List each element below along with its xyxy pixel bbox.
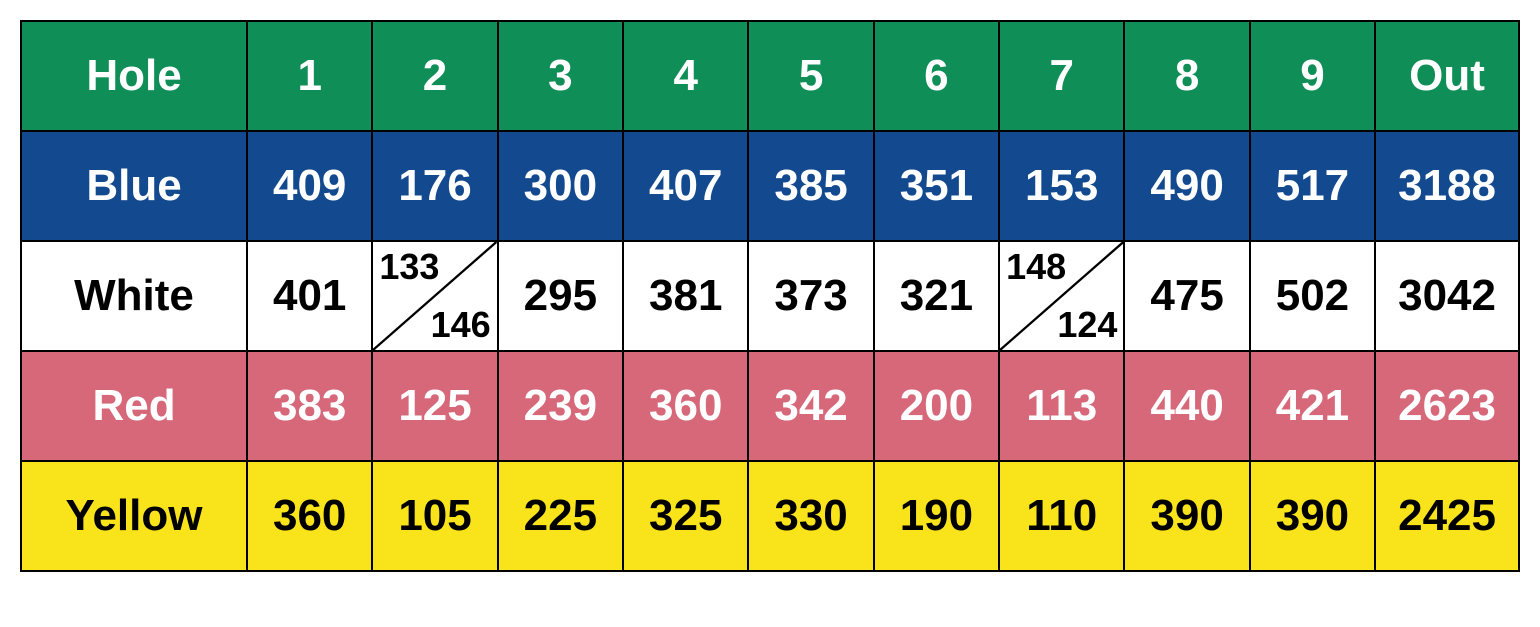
blue-row: Blue 409 176 300 407 385 351 153 490 517…: [21, 131, 1519, 241]
red-hole-4: 360: [623, 351, 748, 461]
yellow-hole-8: 390: [1124, 461, 1249, 571]
blue-hole-8: 490: [1124, 131, 1249, 241]
blue-label: Blue: [21, 131, 247, 241]
header-out: Out: [1375, 21, 1519, 131]
red-hole-3: 239: [498, 351, 623, 461]
yellow-hole-3: 225: [498, 461, 623, 571]
white-hole-9: 502: [1250, 241, 1375, 351]
blue-hole-7: 153: [999, 131, 1124, 241]
white-hole-2-top: 133: [379, 246, 439, 288]
red-row: Red 383 125 239 360 342 200 113 440 421 …: [21, 351, 1519, 461]
red-hole-5: 342: [748, 351, 873, 461]
yellow-hole-6: 190: [874, 461, 999, 571]
white-hole-7-top: 148: [1006, 246, 1066, 288]
yellow-hole-5: 330: [748, 461, 873, 571]
yellow-label: Yellow: [21, 461, 247, 571]
header-row: Hole 1 2 3 4 5 6 7 8 9 Out: [21, 21, 1519, 131]
white-hole-8: 475: [1124, 241, 1249, 351]
white-out: 3042: [1375, 241, 1519, 351]
yellow-hole-9: 390: [1250, 461, 1375, 571]
red-hole-1: 383: [247, 351, 372, 461]
blue-out: 3188: [1375, 131, 1519, 241]
white-row: White 401 133 146 295 381 373 321 148 12…: [21, 241, 1519, 351]
white-hole-2-split: 133 146: [372, 241, 497, 351]
blue-hole-3: 300: [498, 131, 623, 241]
white-hole-2-bottom: 146: [431, 304, 491, 346]
white-hole-4: 381: [623, 241, 748, 351]
white-hole-3: 295: [498, 241, 623, 351]
blue-hole-1: 409: [247, 131, 372, 241]
white-hole-7-bottom: 124: [1057, 304, 1117, 346]
red-hole-6: 200: [874, 351, 999, 461]
yellow-hole-1: 360: [247, 461, 372, 571]
red-hole-2: 125: [372, 351, 497, 461]
header-hole-7: 7: [999, 21, 1124, 131]
red-out: 2623: [1375, 351, 1519, 461]
blue-hole-9: 517: [1250, 131, 1375, 241]
white-hole-1: 401: [247, 241, 372, 351]
blue-hole-6: 351: [874, 131, 999, 241]
blue-hole-5: 385: [748, 131, 873, 241]
header-hole-6: 6: [874, 21, 999, 131]
header-hole-9: 9: [1250, 21, 1375, 131]
red-hole-9: 421: [1250, 351, 1375, 461]
red-label: Red: [21, 351, 247, 461]
yellow-row: Yellow 360 105 225 325 330 190 110 390 3…: [21, 461, 1519, 571]
red-hole-7: 113: [999, 351, 1124, 461]
white-hole-6: 321: [874, 241, 999, 351]
yellow-hole-2: 105: [372, 461, 497, 571]
header-label: Hole: [21, 21, 247, 131]
header-hole-3: 3: [498, 21, 623, 131]
header-hole-4: 4: [623, 21, 748, 131]
yellow-out: 2425: [1375, 461, 1519, 571]
white-hole-5: 373: [748, 241, 873, 351]
header-hole-8: 8: [1124, 21, 1249, 131]
white-label: White: [21, 241, 247, 351]
golf-scorecard-table: Hole 1 2 3 4 5 6 7 8 9 Out Blue 409 176 …: [20, 20, 1520, 572]
yellow-hole-4: 325: [623, 461, 748, 571]
yellow-hole-7: 110: [999, 461, 1124, 571]
blue-hole-2: 176: [372, 131, 497, 241]
header-hole-1: 1: [247, 21, 372, 131]
blue-hole-4: 407: [623, 131, 748, 241]
red-hole-8: 440: [1124, 351, 1249, 461]
header-hole-5: 5: [748, 21, 873, 131]
header-hole-2: 2: [372, 21, 497, 131]
white-hole-7-split: 148 124: [999, 241, 1124, 351]
